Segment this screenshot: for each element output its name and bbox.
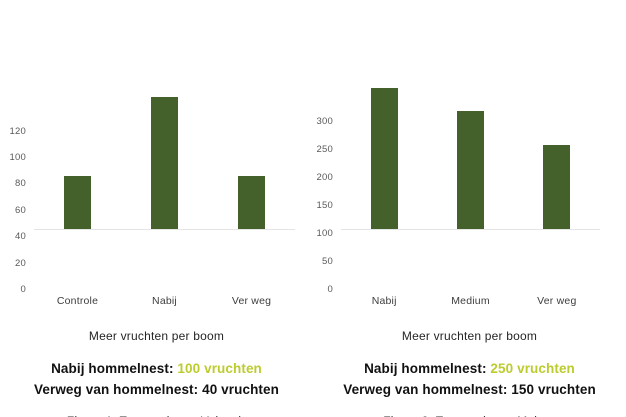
bar bbox=[64, 176, 91, 229]
y-tick-label: 0 bbox=[327, 284, 333, 295]
y-tick-label: 80 bbox=[15, 178, 26, 190]
y-tick-label: 150 bbox=[316, 199, 333, 211]
category-label: Ver weg bbox=[231, 295, 272, 307]
highlight-value: 250 vruchten bbox=[490, 361, 575, 376]
category-label: Nabij bbox=[371, 295, 397, 307]
highlight-label: Nabij hommelnest: bbox=[51, 361, 174, 376]
highlight-line: Nabij hommelnest: 100 vruchten bbox=[0, 358, 313, 379]
y-tick-label: 250 bbox=[316, 143, 333, 155]
figure-caption: Figuur 1: Testresultaten Valencia bbox=[0, 414, 313, 417]
category-label: Ver weg bbox=[537, 295, 577, 307]
y-tick-label: 200 bbox=[316, 171, 333, 183]
y-tick-label: 0 bbox=[20, 284, 26, 295]
category-label: Nabij bbox=[152, 295, 177, 307]
highlight-value: 100 vruchten bbox=[177, 361, 262, 376]
chart-subtitle: Meer vruchten per boom bbox=[401, 329, 538, 343]
bar-slot bbox=[34, 70, 121, 229]
plot-area bbox=[34, 70, 295, 230]
bar-slot bbox=[514, 60, 600, 229]
y-tick-label: 100 bbox=[316, 227, 333, 239]
bar bbox=[238, 176, 265, 229]
y-tick-label: 60 bbox=[15, 204, 26, 216]
y-tick-label: 100 bbox=[9, 151, 26, 163]
bar bbox=[151, 96, 178, 229]
y-tick-label: 40 bbox=[15, 231, 26, 243]
category-label: Controle bbox=[56, 295, 99, 307]
y-tick-label: 300 bbox=[316, 115, 333, 127]
bar-slot bbox=[427, 60, 513, 229]
category-label: Medium bbox=[451, 295, 490, 307]
y-tick-label: 120 bbox=[9, 125, 26, 137]
result-text-block: Nabij hommelnest: 250 vruchten Verweg va… bbox=[313, 358, 626, 400]
secondary-line: Verweg van hommelnest: 40 vruchten bbox=[34, 382, 279, 397]
chart-subtitle: Meer vruchten per boom bbox=[88, 329, 225, 343]
chart-valencia: 0 20 40 60 80 100 120 Controle Nabij Ver weg Mee… bbox=[0, 60, 313, 417]
result-text-block: Nabij hommelnest: 100 vruchten Verweg va… bbox=[0, 358, 313, 400]
bar-slot bbox=[208, 70, 295, 229]
y-tick-label: 50 bbox=[322, 255, 333, 267]
plot-area bbox=[341, 60, 600, 230]
category-row: Controle Nabij Ver weg bbox=[34, 295, 295, 307]
bar bbox=[543, 144, 571, 229]
secondary-line: Verweg van hommelnest: 150 vruchten bbox=[343, 382, 596, 397]
highlight-label: Nabij hommelnest: bbox=[364, 361, 487, 376]
bar-slot bbox=[341, 60, 427, 229]
bar bbox=[370, 88, 398, 229]
figure-caption: Figuur 2: Testresultaten Malaga bbox=[313, 414, 626, 417]
category-row: Nabij Medium Ver weg bbox=[341, 295, 600, 307]
plot-row: 0 50 100 150 200 250 300 bbox=[313, 60, 626, 296]
bar bbox=[456, 110, 484, 229]
plot-row: 0 20 40 60 80 100 120 bbox=[0, 60, 313, 296]
y-axis: 0 50 100 150 200 250 300 bbox=[313, 60, 341, 296]
chart-malaga: 0 50 100 150 200 250 300 Nabij Medium Ver weg Me… bbox=[313, 60, 626, 417]
highlight-line: Nabij hommelnest: 250 vruchten bbox=[313, 358, 626, 379]
bar-slot bbox=[121, 70, 208, 229]
y-axis: 0 20 40 60 80 100 120 bbox=[0, 60, 34, 296]
y-tick-label: 20 bbox=[15, 257, 26, 269]
plot-area-wrap bbox=[341, 60, 626, 290]
plot-area-wrap bbox=[34, 70, 313, 290]
